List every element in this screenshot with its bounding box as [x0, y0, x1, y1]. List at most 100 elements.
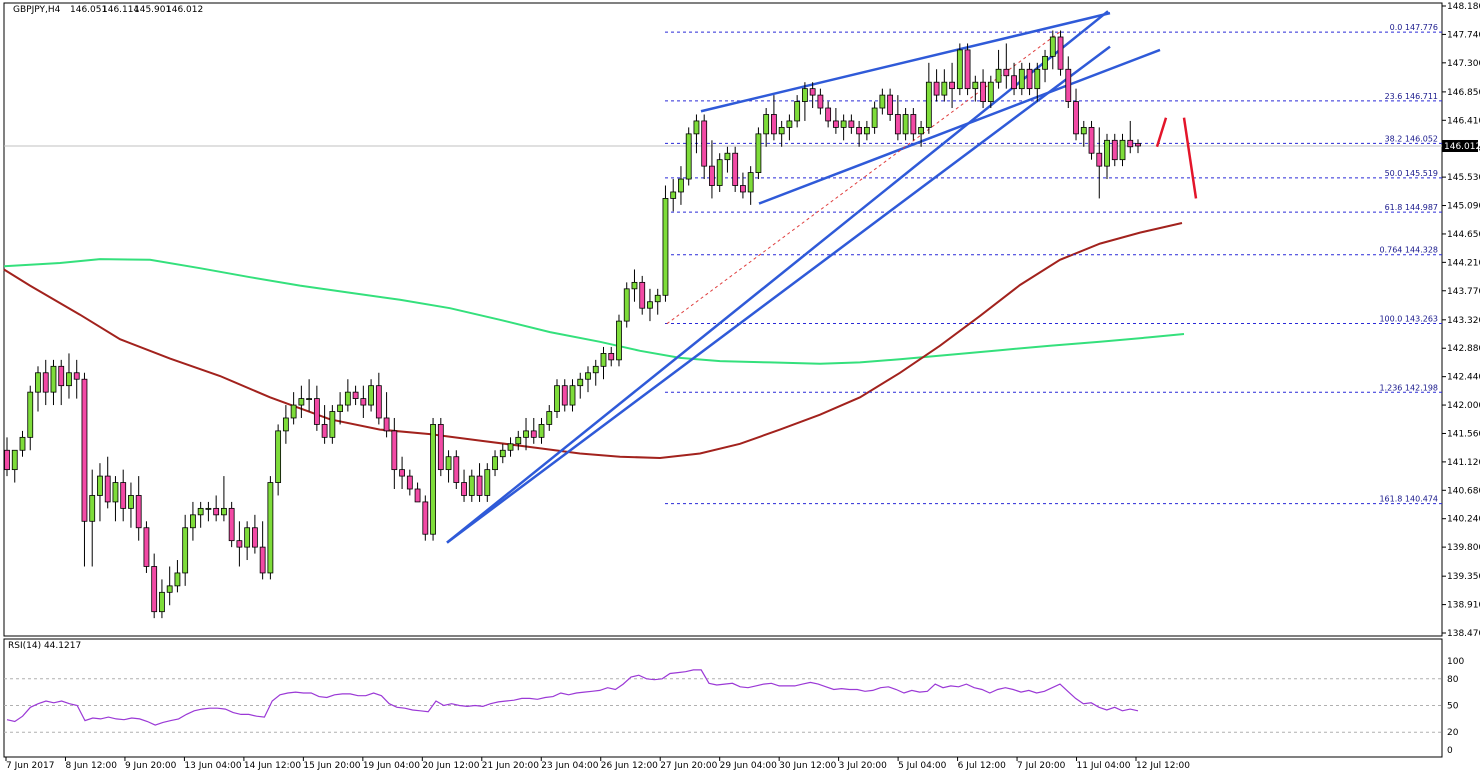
rsi-tick-label: 100	[1447, 657, 1464, 667]
candle-body	[73, 372, 80, 380]
candle-body	[925, 81, 932, 128]
trend-line-blue	[700, 11, 1111, 113]
x-tick-label: 9 Jun 20:00	[125, 761, 177, 771]
candle-body	[956, 49, 963, 90]
candle-body	[58, 365, 65, 387]
candle-body	[4, 449, 10, 471]
candle-body	[515, 436, 522, 445]
candle-body	[42, 372, 49, 393]
candle-body	[1049, 36, 1056, 57]
candle-body	[654, 294, 661, 303]
candle-body	[259, 546, 266, 574]
candle-body	[600, 353, 607, 367]
candle-body	[228, 507, 235, 542]
candle-body	[1026, 68, 1033, 90]
candle-body	[352, 391, 359, 400]
candle-body	[1065, 68, 1072, 102]
candle-body	[383, 417, 390, 432]
candle-body	[709, 165, 715, 186]
candle-body	[135, 495, 142, 529]
candle-body	[771, 114, 777, 135]
y-tick-label: 142.000	[1447, 401, 1480, 411]
x-tick-label: 27 Jun 20:00	[660, 761, 717, 771]
x-tick-label: 26 Jun 12:00	[601, 761, 658, 771]
candle-body	[205, 507, 212, 510]
y-tick-label: 145.530	[1447, 173, 1480, 183]
candle-body	[980, 81, 986, 102]
x-tick-label: 7 Jun 2017	[6, 761, 54, 771]
candle-body	[159, 591, 165, 613]
y-tick-label: 141.560	[1447, 429, 1480, 439]
candle-body	[190, 514, 196, 529]
x-tick-label: 11 Jul 04:00	[1077, 761, 1131, 771]
current-price-label: 146.012	[1444, 142, 1480, 152]
candle-body	[678, 178, 684, 193]
ma-red-line	[3, 222, 1183, 460]
candle-body	[840, 120, 847, 128]
candle-body	[251, 527, 258, 548]
x-tick-label: 13 Jun 04:00	[184, 761, 241, 771]
candle-body	[1135, 143, 1141, 147]
candle-body	[313, 398, 320, 425]
fib-level-label: 50.0 145.519	[1385, 169, 1438, 178]
candle-body	[1111, 139, 1118, 161]
candle-body	[918, 126, 924, 135]
candle-body	[701, 120, 708, 167]
y-tick-label: 139.800	[1447, 543, 1480, 553]
candle-body	[755, 133, 762, 173]
candle-body	[360, 398, 367, 406]
x-tick-label: 15 Jun 20:00	[303, 761, 360, 771]
ohlc-high: 146.114	[102, 5, 139, 15]
trend-line-red-arrow	[1155, 117, 1168, 148]
y-tick-label: 146.850	[1447, 88, 1480, 98]
candle-body	[987, 81, 994, 102]
candle-body	[406, 475, 413, 490]
candle-body	[97, 475, 103, 496]
y-tick-label: 142.440	[1447, 373, 1480, 383]
y-tick-label: 141.120	[1447, 458, 1480, 468]
candle-body	[50, 365, 57, 393]
y-tick-label: 143.770	[1447, 287, 1480, 297]
candle-body	[391, 430, 398, 471]
candle-body	[290, 404, 297, 419]
candle-body	[468, 475, 475, 496]
candle-body	[476, 475, 483, 496]
candle-body	[801, 88, 808, 102]
fib-level-label: 0.0 147.776	[1390, 23, 1438, 32]
candle-body	[631, 281, 638, 290]
fib-level-label: 0.764 144.328	[1379, 246, 1438, 255]
candle-body	[1018, 68, 1025, 90]
candle-body	[848, 120, 855, 128]
candle-body	[670, 191, 677, 199]
candle-body	[809, 88, 816, 96]
candle-body	[329, 411, 336, 438]
fib-level-label: 100.0 143.263	[1379, 315, 1438, 324]
y-tick-label: 139.350	[1447, 572, 1480, 582]
candle-body	[724, 152, 731, 161]
candle-body	[910, 114, 917, 135]
candle-body	[128, 495, 134, 509]
candle-body	[995, 68, 1002, 83]
candle-body	[786, 120, 793, 128]
y-tick-label: 138.910	[1447, 601, 1480, 611]
candle-body	[112, 482, 119, 503]
rsi-plot-frame	[3, 638, 1443, 758]
y-tick-label: 140.680	[1447, 486, 1480, 496]
x-tick-label: 5 Jul 04:00	[898, 761, 947, 771]
candle-body	[453, 456, 460, 483]
x-tick-label: 6 Jul 12:00	[958, 761, 1007, 771]
candle-body	[143, 527, 150, 567]
candle-body	[267, 482, 274, 574]
candle-body	[887, 94, 894, 115]
y-tick-label: 147.740	[1447, 30, 1480, 40]
fib-level-label: 23.6 146.711	[1385, 92, 1438, 101]
candle-body	[89, 495, 96, 522]
candle-body	[166, 585, 173, 593]
candle-body	[585, 372, 591, 380]
candle-body	[221, 507, 227, 516]
candle-body	[647, 301, 653, 309]
candle-body	[693, 120, 700, 135]
candle-body	[422, 501, 429, 535]
candle-body	[871, 107, 878, 128]
